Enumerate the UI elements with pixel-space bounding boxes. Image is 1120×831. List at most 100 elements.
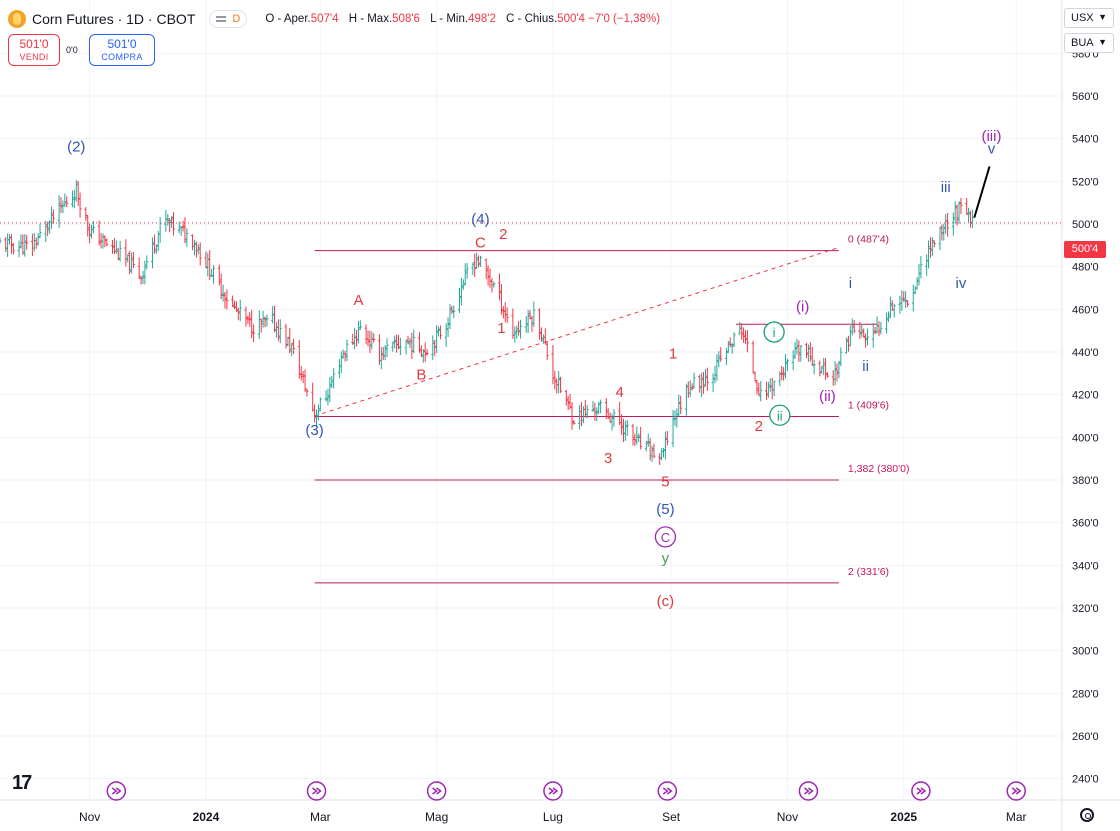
price-bar (833, 360, 837, 386)
price-bar (431, 335, 435, 361)
tradingview-logo[interactable]: 17 (12, 772, 32, 794)
price-bar (578, 404, 582, 430)
spread-value: 0'0 (66, 45, 78, 55)
price-bar (391, 341, 395, 352)
price-bar (484, 258, 488, 280)
price-bar (311, 382, 315, 412)
currency-value: USX (1071, 12, 1094, 24)
wave-label: (i) (796, 298, 809, 315)
price-bar (286, 336, 290, 347)
price-bar (873, 326, 877, 335)
price-bar (72, 189, 76, 209)
price-bar (21, 234, 25, 255)
price-bar (257, 310, 261, 340)
currency-select[interactable]: USX ▼ (1064, 8, 1114, 28)
equals-icon (216, 16, 227, 22)
price-bar (345, 339, 349, 361)
price-bar (858, 321, 862, 340)
wave-label: 4 (615, 384, 623, 401)
price-bar (248, 312, 252, 327)
symbol-title[interactable]: Corn Futures · 1D · CBOT (32, 11, 196, 27)
price-bar (591, 401, 595, 412)
close-value: 500'4 −7'0 (−1,38%) (557, 13, 661, 25)
price-bar (206, 252, 210, 277)
y-tick-label: 520'0 (1072, 176, 1099, 188)
price-bar (166, 214, 170, 226)
price-bar (730, 343, 734, 354)
price-bar (820, 366, 824, 374)
price-bar (637, 433, 641, 443)
price-bar (764, 381, 768, 401)
event-marker-arrow (1011, 787, 1022, 795)
price-bar (343, 350, 347, 362)
price-bar (290, 343, 294, 356)
wave-label: C (475, 234, 486, 251)
price-bar (141, 270, 145, 284)
price-bar (398, 337, 402, 356)
price-bar (532, 301, 536, 328)
price-bar (118, 240, 122, 262)
price-bar (90, 224, 94, 239)
price-bar (782, 367, 786, 381)
price-bar (316, 404, 320, 421)
price-bar (88, 223, 92, 244)
wave-label: 3 (604, 450, 612, 467)
price-bar (555, 378, 559, 394)
price-bar (860, 323, 864, 338)
price-bar (326, 388, 330, 406)
price-bar (913, 286, 917, 295)
price-bar (383, 344, 387, 361)
price-bar (46, 221, 50, 237)
price-bar (486, 265, 490, 286)
price-bar (271, 305, 275, 324)
price-bar (475, 252, 479, 269)
price-bar (623, 420, 627, 441)
price-bar (490, 278, 494, 293)
price-bar (871, 323, 875, 348)
price-bar (204, 251, 208, 269)
price-bar (236, 307, 240, 321)
price-bar (825, 372, 829, 378)
unit-select[interactable]: BUA ▼ (1064, 33, 1114, 53)
price-bar (412, 329, 416, 354)
low-value: 498'2 (468, 13, 496, 25)
price-bar (688, 380, 692, 397)
last-price-tag: 500'4 (1064, 241, 1106, 258)
buy-price: 501'0 (107, 37, 137, 51)
price-bar (185, 228, 189, 248)
fib-level-label: 2 (331'6) (848, 566, 889, 578)
price-bar (231, 295, 235, 308)
price-bar (770, 377, 774, 400)
price-bar (646, 433, 650, 447)
price-bar (408, 337, 412, 348)
chevron-down-icon: ▼ (1098, 37, 1107, 47)
wave-label: A (353, 292, 363, 309)
price-bar (131, 252, 135, 269)
price-bar (757, 382, 761, 396)
price-bar (850, 318, 854, 336)
status-pill[interactable]: D (209, 10, 248, 28)
price-bar (805, 343, 809, 359)
wave-label: B (416, 367, 426, 384)
price-bar (65, 196, 69, 208)
price-bar (444, 323, 448, 347)
price-bar (103, 235, 107, 248)
buy-label: COMPRA (101, 52, 143, 62)
price-bar (210, 268, 214, 277)
price-bar (355, 329, 359, 347)
buy-button[interactable]: 501'0 COMPRA (89, 34, 155, 66)
price-bar (932, 240, 936, 248)
price-bar (791, 350, 795, 371)
price-bar (17, 240, 21, 258)
price-bar (621, 418, 625, 443)
price-bar (538, 308, 542, 340)
price-bar (904, 291, 908, 309)
price-bar (74, 180, 78, 202)
price-bar (332, 368, 336, 389)
x-tick-label: Set (662, 810, 681, 824)
price-bar (177, 221, 181, 234)
gear-icon[interactable] (1080, 808, 1094, 822)
sell-button[interactable]: 501'0 VENDI (8, 34, 60, 66)
price-bar (559, 376, 563, 393)
